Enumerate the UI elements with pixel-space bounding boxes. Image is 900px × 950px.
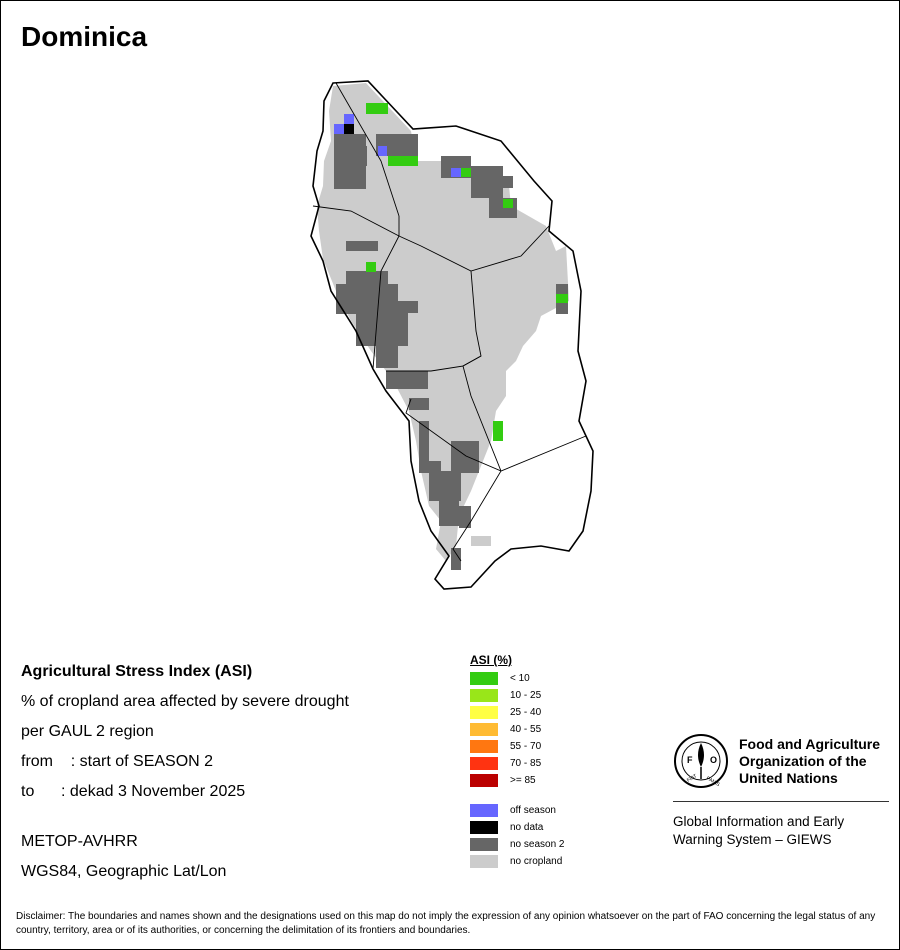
legend-label: >= 85 <box>510 775 536 786</box>
legend-swatch <box>470 723 498 736</box>
legend-swatch <box>470 774 498 787</box>
legend-swatch <box>470 855 498 868</box>
legend-swatch <box>470 689 498 702</box>
legend-label: 25 - 40 <box>510 707 542 718</box>
legend: ASI (%) < 10 10 - 25 25 - 40 40 - 55 55 - 70… <box>470 653 565 870</box>
legend-title: ASI (%) <box>470 653 512 667</box>
legend-item: no data <box>470 819 565 836</box>
map-title: Dominica <box>21 21 148 52</box>
svg-text:FIAT: FIAT <box>686 773 698 783</box>
legend-swatch <box>470 740 498 753</box>
legend-label: 10 - 25 <box>510 690 542 701</box>
legend-item: 10 - 25 <box>470 687 565 704</box>
fao-block: F O FIAT PANIS Food and Agriculture Orga… <box>673 733 889 849</box>
legend-label: 70 - 85 <box>510 758 542 769</box>
dominica-map <box>310 80 594 590</box>
legend-swatch <box>470 838 498 851</box>
sensor-label: METOP-AVHRR <box>21 833 138 850</box>
legend-swatch <box>470 757 498 770</box>
no-season-2-pixels <box>334 134 568 570</box>
legend-swatch <box>470 821 498 834</box>
map-info: Agricultural Stress Index (ASI) % of cro… <box>21 657 349 887</box>
legend-label: < 10 <box>510 673 530 684</box>
legend-item: no season 2 <box>470 836 565 853</box>
fao-logo-icon: F O FIAT PANIS <box>674 734 728 788</box>
fao-name: Food and Agriculture Organization of the… <box>739 736 881 786</box>
no-data-pixels <box>344 124 354 134</box>
legend-label: off season <box>510 805 556 816</box>
legend-item: >= 85 <box>470 772 565 789</box>
fao-divider <box>673 801 889 802</box>
legend-label: no cropland <box>510 856 563 867</box>
aggregation-level: per GAUL 2 region <box>21 723 154 740</box>
legend-swatch <box>470 804 498 817</box>
projection-label: WGS84, Geographic Lat/Lon <box>21 863 227 880</box>
legend-swatch <box>470 706 498 719</box>
svg-text:F: F <box>687 755 693 765</box>
off-season-pixels <box>334 114 461 177</box>
index-title: Agricultural Stress Index (ASI) <box>21 663 253 680</box>
period-to: to : dekad 3 November 2025 <box>21 783 246 800</box>
legend-item: no cropland <box>470 853 565 870</box>
asi-under-10-pixels <box>366 103 568 441</box>
index-description: % of cropland area affected by severe dr… <box>21 693 349 710</box>
legend-label: no season 2 <box>510 839 565 850</box>
legend-item: off season <box>470 802 565 819</box>
disclaimer: Disclaimer: The boundaries and names sho… <box>16 911 876 936</box>
legend-item: 70 - 85 <box>470 755 565 772</box>
legend-label: no data <box>510 822 544 833</box>
legend-item: 25 - 40 <box>470 704 565 721</box>
period-from: from : start of SEASON 2 <box>21 753 214 770</box>
coastline <box>310 80 594 590</box>
legend-item: < 10 <box>470 670 565 687</box>
svg-text:O: O <box>710 755 717 765</box>
admin-boundaries <box>312 82 587 562</box>
legend-item: 55 - 70 <box>470 738 565 755</box>
map-area <box>301 76 611 596</box>
giews-label: Global Information and Early Warning Sys… <box>673 814 845 847</box>
legend-item: 40 - 55 <box>470 721 565 738</box>
legend-swatch <box>470 672 498 685</box>
legend-label: 40 - 55 <box>510 724 542 735</box>
legend-label: 55 - 70 <box>510 741 542 752</box>
